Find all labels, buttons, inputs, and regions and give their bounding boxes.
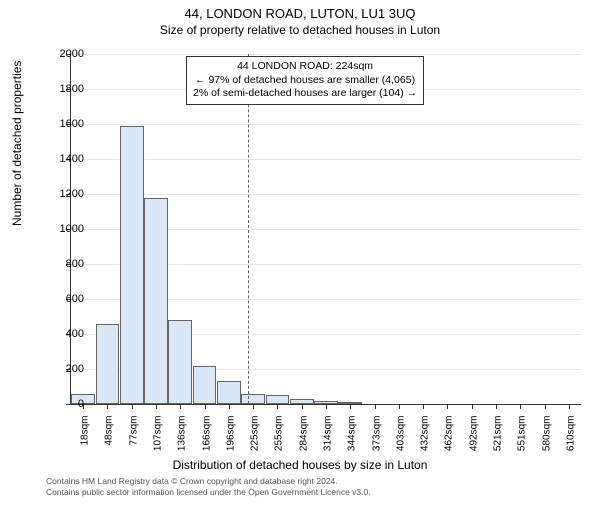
xtick-mark [156, 404, 157, 409]
ytick-label: 1800 [44, 83, 84, 95]
annotation-line: 44 LONDON ROAD: 224sqm [193, 60, 417, 74]
xtick-label: 225sqm [250, 416, 261, 460]
annotation-line: 2% of semi-detached houses are larger (1… [193, 87, 417, 101]
ytick-label: 1200 [44, 188, 84, 200]
xtick-mark [399, 404, 400, 409]
footer-attribution: Contains HM Land Registry data © Crown c… [46, 476, 371, 497]
xtick-mark [520, 404, 521, 409]
histogram-bar [241, 394, 265, 405]
xtick-label: 492sqm [468, 416, 479, 460]
histogram-bar [96, 324, 120, 405]
xtick-mark [253, 404, 254, 409]
xtick-mark [180, 404, 181, 409]
ytick-label: 800 [44, 258, 84, 270]
xtick-mark [132, 404, 133, 409]
gridline [71, 194, 581, 195]
ytick-label: 1600 [44, 118, 84, 130]
xtick-mark [496, 404, 497, 409]
page-subtitle: Size of property relative to detached ho… [0, 23, 600, 37]
x-axis-label: Distribution of detached houses by size … [0, 458, 600, 472]
annotation-line: ← 97% of detached houses are smaller (4,… [193, 74, 417, 88]
ytick-label: 1000 [44, 223, 84, 235]
footer-line-1: Contains HM Land Registry data © Crown c… [46, 476, 371, 487]
xtick-mark [277, 404, 278, 409]
ytick-label: 1400 [44, 153, 84, 165]
xtick-mark [326, 404, 327, 409]
xtick-label: 551sqm [517, 416, 528, 460]
ytick-label: 600 [44, 293, 84, 305]
xtick-label: 373sqm [371, 416, 382, 460]
gridline [71, 54, 581, 55]
footer-line-2: Contains public sector information licen… [46, 487, 371, 498]
xtick-label: 462sqm [444, 416, 455, 460]
xtick-label: 403sqm [395, 416, 406, 460]
histogram-bar [266, 395, 290, 404]
xtick-label: 314sqm [323, 416, 334, 460]
xtick-mark [229, 404, 230, 409]
ytick-label: 2000 [44, 48, 84, 60]
property-marker-line [248, 54, 249, 404]
gridline [71, 159, 581, 160]
ytick-label: 400 [44, 328, 84, 340]
xtick-mark [423, 404, 424, 409]
annotation-box: 44 LONDON ROAD: 224sqm← 97% of detached … [186, 56, 424, 105]
xtick-label: 255sqm [274, 416, 285, 460]
ytick-label: 200 [44, 363, 84, 375]
histogram-bar [217, 381, 241, 404]
plot-area: 18sqm48sqm77sqm107sqm136sqm166sqm196sqm2… [70, 54, 581, 405]
xtick-label: 521sqm [493, 416, 504, 460]
xtick-label: 77sqm [128, 416, 139, 460]
xtick-label: 18sqm [80, 416, 91, 460]
xtick-label: 136sqm [177, 416, 188, 460]
xtick-mark [375, 404, 376, 409]
gridline [71, 124, 581, 125]
page-title: 44, LONDON ROAD, LUTON, LU1 3UQ [0, 6, 600, 21]
xtick-mark [302, 404, 303, 409]
histogram-bar [168, 320, 192, 404]
xtick-label: 432sqm [420, 416, 431, 460]
xtick-label: 344sqm [347, 416, 358, 460]
histogram-bar [314, 401, 338, 405]
histogram-bar [290, 399, 314, 404]
xtick-label: 284sqm [298, 416, 309, 460]
xtick-label: 166sqm [201, 416, 212, 460]
xtick-label: 580sqm [541, 416, 552, 460]
histogram-bar [193, 366, 217, 404]
xtick-mark [350, 404, 351, 409]
xtick-mark [107, 404, 108, 409]
xtick-mark [205, 404, 206, 409]
xtick-label: 196sqm [225, 416, 236, 460]
xtick-mark [569, 404, 570, 409]
y-axis-label: Number of detached properties [10, 61, 24, 226]
xtick-mark [545, 404, 546, 409]
xtick-label: 610sqm [565, 416, 576, 460]
histogram-bar [338, 402, 362, 404]
xtick-mark [447, 404, 448, 409]
xtick-label: 48sqm [104, 416, 115, 460]
histogram-chart: 18sqm48sqm77sqm107sqm136sqm166sqm196sqm2… [70, 54, 580, 404]
xtick-label: 107sqm [153, 416, 164, 460]
histogram-bar [120, 126, 144, 404]
ytick-label: 0 [44, 398, 84, 410]
xtick-mark [472, 404, 473, 409]
histogram-bar [144, 198, 168, 405]
